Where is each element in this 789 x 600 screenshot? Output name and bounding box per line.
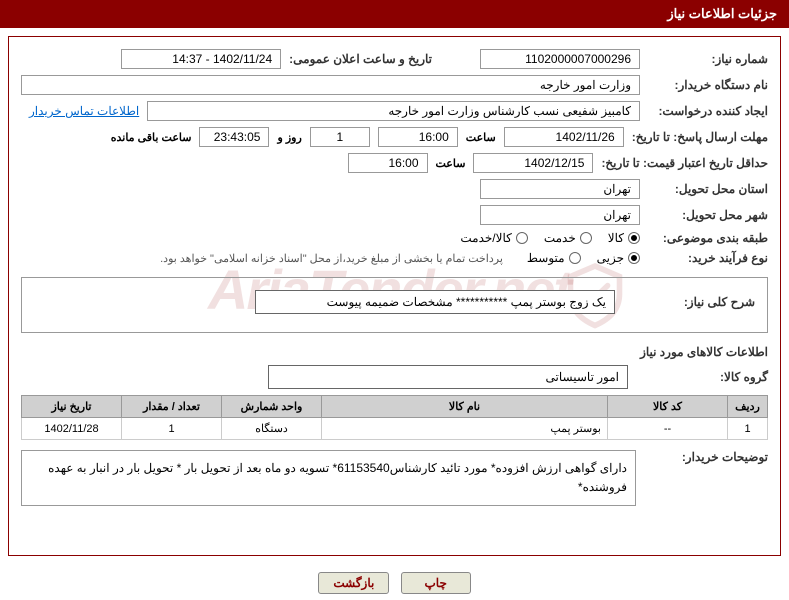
deadline-label: مهلت ارسال پاسخ: تا تاریخ: (632, 130, 768, 144)
hour-label-1: ساعت (466, 131, 496, 144)
row-buyer-org: نام دستگاه خریدار: وزارت امور خارجه (21, 75, 768, 95)
goods-group-label: گروه کالا: (648, 370, 768, 384)
row-requester: ایجاد کننده درخواست: کامبیز شفیعی نسب کا… (21, 101, 768, 121)
remaining-label: ساعت باقی مانده (111, 131, 192, 144)
need-number-value: 1102000007000296 (480, 49, 640, 69)
radio-goods-service-label: کالا/خدمت (460, 231, 511, 245)
deadline-date-value: 1402/11/26 (504, 127, 624, 147)
row-process: نوع فرآیند خرید: جزیی متوسط پرداخت تمام … (21, 251, 768, 265)
panel-header: جزئیات اطلاعات نیاز (0, 0, 789, 28)
summary-box: شرح کلی نیاز: یک زوج بوستر پمپ *********… (21, 277, 768, 333)
panel-body: AriaTender.net شماره نیاز: 1102000007000… (8, 36, 781, 556)
goods-table: ردیف کد کالا نام کالا واحد شمارش تعداد /… (21, 395, 768, 440)
requester-value: کامبیز شفیعی نسب کارشناس وزارت امور خارج… (147, 101, 640, 121)
category-radio-group: کالا خدمت کالا/خدمت (460, 231, 640, 245)
radio-goods[interactable]: کالا (608, 231, 640, 245)
radio-goods-label: کالا (608, 231, 624, 245)
row-need-number: شماره نیاز: 1102000007000296 تاریخ و ساع… (21, 49, 768, 69)
row-summary: شرح کلی نیاز: یک زوج بوستر پمپ *********… (34, 290, 755, 314)
th-date: تاریخ نیاز (22, 396, 122, 418)
province-value: تهران (480, 179, 640, 199)
cell-code: -- (608, 418, 728, 440)
hour-label-2: ساعت (436, 157, 466, 170)
cell-qty: 1 (122, 418, 222, 440)
validity-time-value: 16:00 (348, 153, 428, 173)
announce-datetime-label: تاریخ و ساعت اعلان عمومی: (289, 52, 432, 66)
back-button[interactable]: بازگشت (318, 572, 389, 594)
radio-service[interactable]: خدمت (544, 231, 592, 245)
requester-label: ایجاد کننده درخواست: (648, 104, 768, 118)
city-label: شهر محل تحویل: (648, 208, 768, 222)
buyer-notes-text: دارای گواهی ارزش افزوده* مورد تائید کارش… (21, 450, 636, 506)
validity-date-value: 1402/12/15 (473, 153, 593, 173)
row-deadline: مهلت ارسال پاسخ: تا تاریخ: 1402/11/26 سا… (21, 127, 768, 147)
summary-label: شرح کلی نیاز: (635, 295, 755, 309)
radio-icon (580, 232, 592, 244)
radio-goods-service[interactable]: کالا/خدمت (460, 231, 527, 245)
th-qty: تعداد / مقدار (122, 396, 222, 418)
th-name: نام کالا (322, 396, 608, 418)
main-panel: جزئیات اطلاعات نیاز AriaTender.net شماره… (0, 0, 789, 600)
days-label: روز و (277, 131, 301, 144)
process-label: نوع فرآیند خرید: (648, 251, 768, 265)
cell-unit: دستگاه (222, 418, 322, 440)
goods-section-title: اطلاعات کالاهای مورد نیاز (21, 345, 768, 359)
category-label: طبقه بندی موضوعی: (648, 231, 768, 245)
content-wrapper: شماره نیاز: 1102000007000296 تاریخ و ساع… (21, 49, 768, 506)
row-goods-group: گروه کالا: امور تاسیساتی (21, 365, 768, 389)
radio-service-label: خدمت (544, 231, 576, 245)
buyer-org-label: نام دستگاه خریدار: (648, 78, 768, 92)
radio-icon (628, 252, 640, 264)
buyer-org-value: وزارت امور خارجه (21, 75, 640, 95)
need-number-label: شماره نیاز: (648, 52, 768, 66)
radio-icon (569, 252, 581, 264)
th-code: کد کالا (608, 396, 728, 418)
radio-medium-label: متوسط (527, 251, 565, 265)
summary-text: یک زوج بوستر پمپ *********** مشخصات ضمیم… (255, 290, 615, 314)
buyer-contact-link[interactable]: اطلاعات تماس خریدار (29, 104, 139, 118)
buyer-notes-label: توضیحات خریدار: (648, 450, 768, 464)
cell-name: بوستر پمپ (322, 418, 608, 440)
radio-medium[interactable]: متوسط (527, 251, 581, 265)
cell-date: 1402/11/28 (22, 418, 122, 440)
row-city: شهر محل تحویل: تهران (21, 205, 768, 225)
panel-title: جزئیات اطلاعات نیاز (667, 6, 777, 21)
city-value: تهران (480, 205, 640, 225)
radio-minor[interactable]: جزیی (597, 251, 640, 265)
radio-icon (516, 232, 528, 244)
th-unit: واحد شمارش (222, 396, 322, 418)
row-category: طبقه بندی موضوعی: کالا خدمت کالا/خدمت (21, 231, 768, 245)
province-label: استان محل تحویل: (648, 182, 768, 196)
announce-datetime-value: 1402/11/24 - 14:37 (121, 49, 281, 69)
table-row: 1 -- بوستر پمپ دستگاه 1 1402/11/28 (22, 418, 768, 440)
print-button[interactable]: چاپ (401, 572, 471, 594)
days-count-value: 1 (310, 127, 370, 147)
row-province: استان محل تحویل: تهران (21, 179, 768, 199)
table-header-row: ردیف کد کالا نام کالا واحد شمارش تعداد /… (22, 396, 768, 418)
goods-group-value: امور تاسیساتی (268, 365, 628, 389)
validity-label: حداقل تاریخ اعتبار قیمت: تا تاریخ: (601, 156, 768, 170)
row-validity: حداقل تاریخ اعتبار قیمت: تا تاریخ: 1402/… (21, 153, 768, 173)
deadline-time-value: 16:00 (378, 127, 458, 147)
radio-minor-label: جزیی (597, 251, 624, 265)
button-bar: چاپ بازگشت (0, 566, 789, 600)
radio-icon (628, 232, 640, 244)
buyer-notes-row: توضیحات خریدار: دارای گواهی ارزش افزوده*… (21, 450, 768, 506)
payment-note: پرداخت تمام یا بخشی از مبلغ خرید،از محل … (160, 252, 503, 265)
th-row: ردیف (728, 396, 768, 418)
remaining-time-value: 23:43:05 (199, 127, 269, 147)
cell-row: 1 (728, 418, 768, 440)
process-radio-group: جزیی متوسط (527, 251, 640, 265)
